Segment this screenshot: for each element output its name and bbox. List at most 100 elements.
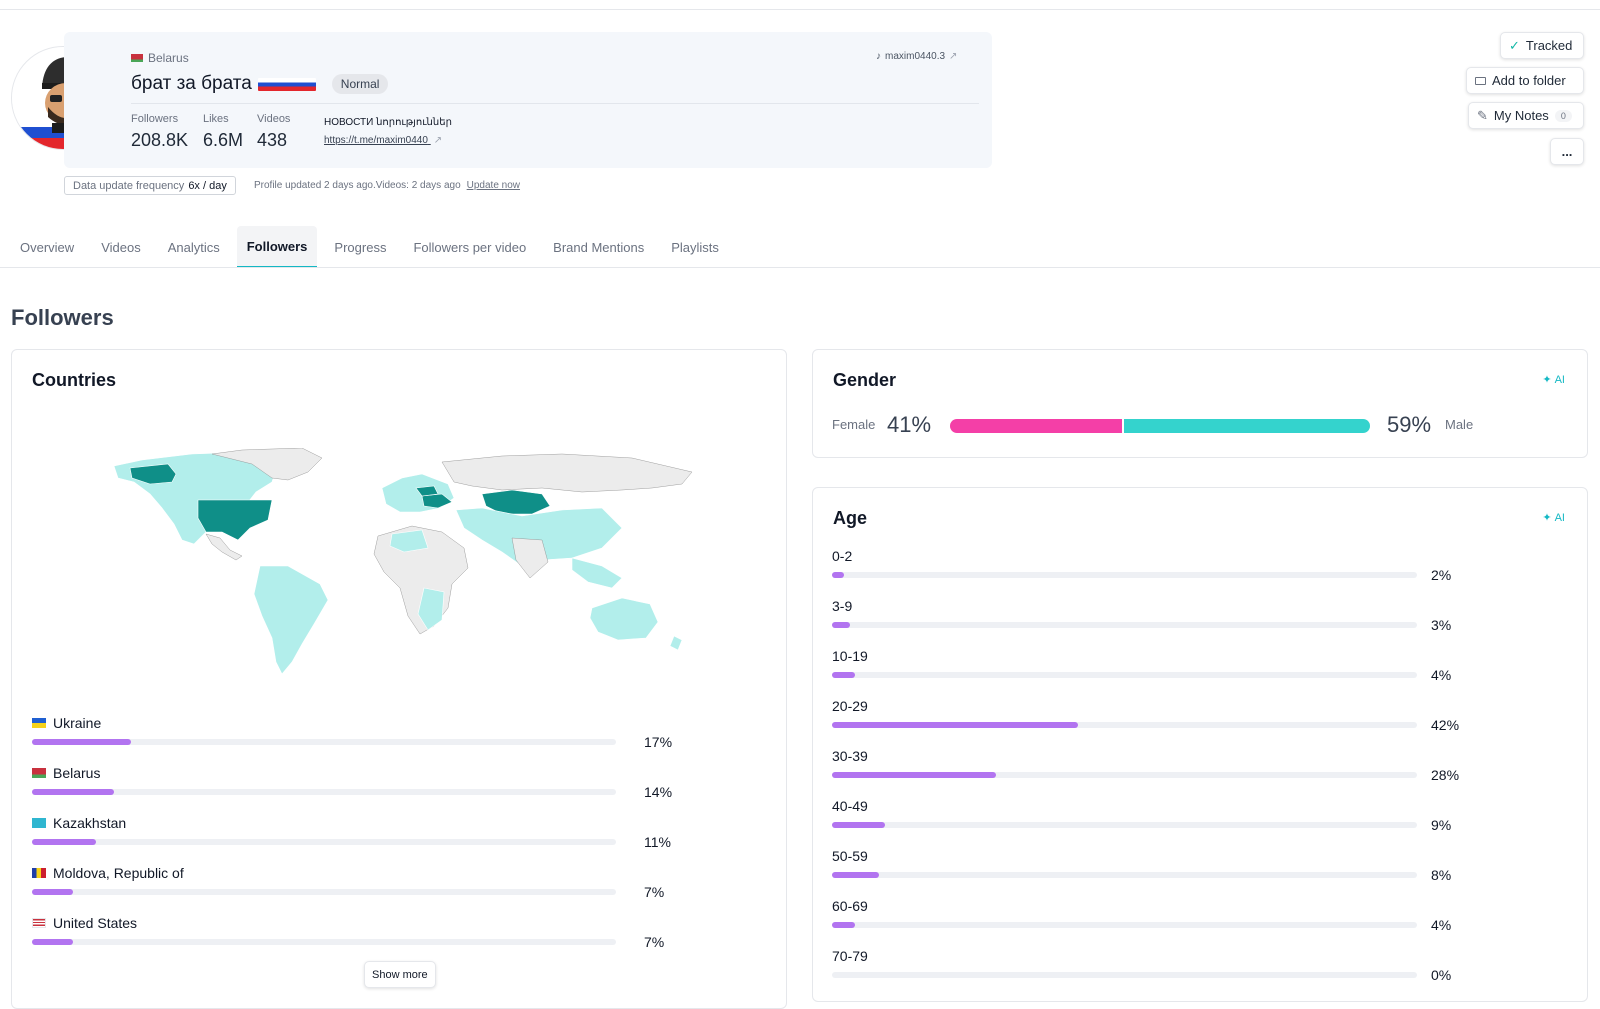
- age-bar-fill: [832, 722, 1078, 728]
- age-bar: [832, 872, 1417, 878]
- age-row: 10-19 4%: [832, 648, 1472, 692]
- country-label: Ukraine: [53, 715, 102, 731]
- age-row: 70-79 0%: [832, 948, 1472, 992]
- likes-stat: Likes 6.6M: [203, 113, 243, 151]
- tiktok-icon: ♪: [876, 51, 881, 62]
- tab-brand-mentions[interactable]: Brand Mentions: [553, 239, 645, 255]
- central-america-region: [205, 533, 243, 561]
- age-bar: [832, 772, 1417, 778]
- gender-bar: [950, 419, 1370, 433]
- age-bar-fill: [832, 572, 844, 578]
- australia-region: [589, 597, 659, 641]
- update-frequency: Data update frequency 6x / day: [64, 176, 236, 195]
- age-bar-fill: [832, 622, 850, 628]
- add-to-folder-button[interactable]: Add to folder: [1466, 67, 1584, 94]
- updated-text: Profile updated 2 days ago.Videos: 2 day…: [254, 180, 461, 191]
- country-name: Belarus: [32, 765, 100, 781]
- country-percent: 17%: [644, 734, 673, 750]
- age-bar-fill: [832, 772, 996, 778]
- tab-analytics[interactable]: Analytics: [167, 239, 220, 255]
- age-range: 3-9: [832, 598, 853, 614]
- countries-card: Countries Ukraine 17%: [11, 349, 787, 1009]
- country-percent: 11%: [644, 834, 671, 850]
- age-percent: 9%: [1431, 817, 1452, 833]
- country-name: Ukraine: [32, 715, 101, 731]
- age-bar-fill: [832, 672, 856, 678]
- age-row: 3-9 3%: [832, 598, 1472, 642]
- show-more-button[interactable]: Show more: [364, 961, 436, 988]
- tab-progress[interactable]: Progress: [334, 239, 387, 255]
- tab-bar: Overview Videos Analytics Followers Prog…: [10, 226, 736, 268]
- age-row: 60-69 4%: [832, 898, 1472, 942]
- more-options-button[interactable]: ...: [1550, 138, 1584, 165]
- tab-videos[interactable]: Videos: [101, 239, 141, 255]
- tabs-divider: [0, 267, 1600, 268]
- age-range: 40-49: [832, 798, 868, 814]
- bio-link-text[interactable]: https://t.me/maxim0440: [324, 135, 428, 146]
- tiktok-link[interactable]: ♪ maxim0440.3 ↗: [876, 51, 957, 62]
- country-bar-fill: [32, 939, 73, 945]
- followers-stat: Followers 208.8K: [131, 113, 188, 151]
- age-bar: [832, 972, 1417, 978]
- age-range: 50-59: [832, 848, 868, 864]
- stat-label: Likes: [203, 113, 229, 125]
- profile-name-line: брат за брата Normal: [131, 73, 389, 95]
- check-icon: ✓: [1509, 37, 1520, 53]
- country-row: Ukraine 17%: [32, 715, 672, 755]
- united-states-flag-icon: [32, 918, 46, 928]
- bio-link[interactable]: https://t.me/maxim0440 ↗: [324, 135, 442, 146]
- male-label: Male: [1445, 417, 1474, 432]
- age-title: Age: [833, 508, 868, 528]
- tab-overview[interactable]: Overview: [20, 239, 75, 255]
- age-row: 0-2 2%: [832, 548, 1472, 592]
- my-notes-button[interactable]: ✎ My Notes 0: [1468, 102, 1584, 129]
- tracked-button[interactable]: ✓ Tracked: [1500, 32, 1584, 59]
- world-map: [113, 448, 693, 675]
- age-bar: [832, 722, 1417, 728]
- age-range: 70-79: [832, 948, 868, 964]
- sparkle-icon: ✦: [1542, 512, 1552, 524]
- age-bar: [832, 622, 1417, 628]
- country-percent: 7%: [644, 884, 665, 900]
- age-range: 60-69: [832, 898, 868, 914]
- age-row: 30-39 28%: [832, 748, 1472, 792]
- stat-value: 6.6M: [203, 130, 244, 150]
- female-label: Female: [832, 417, 876, 432]
- country-name: United States: [32, 915, 137, 931]
- country-row: Kazakhstan 11%: [32, 815, 672, 855]
- kazakhstan-region: [481, 489, 551, 515]
- europe-region: [381, 473, 455, 513]
- age-bar-fill: [832, 922, 856, 928]
- tab-playlists[interactable]: Playlists: [671, 239, 719, 255]
- ai-label: AI: [1554, 511, 1565, 524]
- age-range: 20-29: [832, 698, 868, 714]
- tab-followers-per-video[interactable]: Followers per video: [413, 239, 527, 255]
- belarus-flag-icon: [131, 54, 143, 62]
- belarus-region: [415, 485, 439, 497]
- stat-label: Followers: [131, 113, 179, 125]
- notes-label: My Notes: [1493, 108, 1549, 123]
- country-percent: 14%: [644, 784, 673, 800]
- profile-country: Belarus: [131, 51, 189, 65]
- female-percent: 41%: [887, 412, 932, 437]
- female-bar-fill: [950, 419, 1123, 433]
- gender-card: Gender ✦ AI: [812, 349, 1588, 458]
- age-percent: 8%: [1431, 867, 1452, 883]
- age-percent: 4%: [1431, 667, 1452, 683]
- update-now-link[interactable]: Update now: [466, 180, 521, 191]
- pencil-icon: ✎: [1477, 107, 1488, 123]
- new-zealand-region: [669, 635, 683, 651]
- ukraine-region: [421, 493, 453, 509]
- ukraine-flag-icon: [32, 718, 46, 728]
- country-bar-fill: [32, 889, 73, 895]
- country-name: Moldova, Republic of: [32, 865, 184, 881]
- age-percent: 0%: [1431, 967, 1452, 983]
- belarus-flag-icon: [32, 768, 46, 778]
- country-name: Kazakhstan: [32, 815, 126, 831]
- more-icon: ...: [1561, 144, 1573, 159]
- tab-followers[interactable]: Followers: [236, 226, 318, 268]
- russia-region: [441, 453, 693, 493]
- age-row: 50-59 8%: [832, 848, 1472, 892]
- age-range: 10-19: [832, 648, 868, 664]
- southern-africa-region: [417, 587, 445, 631]
